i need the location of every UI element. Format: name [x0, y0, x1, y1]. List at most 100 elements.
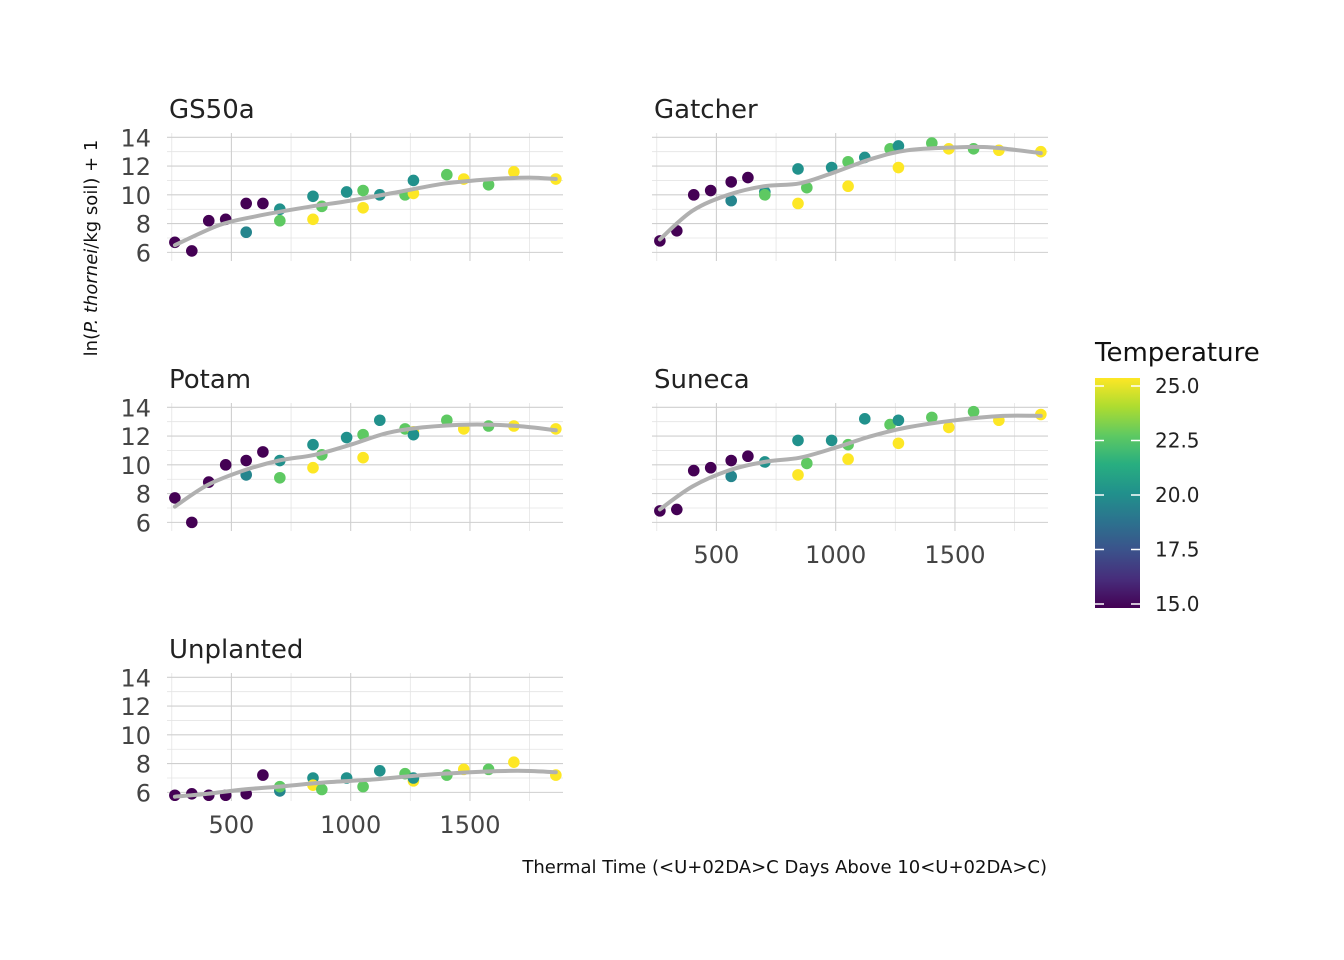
y-axis-title-suffix: /kg soil) + 1	[81, 140, 102, 249]
data-point	[892, 414, 905, 427]
trend-line	[657, 413, 1043, 512]
panel-title: GS50a	[169, 95, 255, 125]
data-point	[687, 464, 700, 477]
data-point	[407, 174, 420, 187]
data-point	[357, 184, 369, 197]
legend-ticks: 15.0 17.5 20.0 22.5 25.0	[1095, 374, 1200, 616]
data-point	[482, 178, 495, 191]
legend-tick-label: 25.0	[1155, 374, 1200, 398]
y-tick-label: 12	[120, 423, 151, 451]
data-point	[508, 756, 520, 768]
data-point	[219, 459, 232, 471]
panel-gatcher: Gatcher	[652, 95, 1048, 261]
data-point	[202, 214, 215, 227]
data-point	[307, 438, 319, 451]
legend-title: Temperature	[1094, 338, 1260, 368]
data-point	[357, 451, 369, 464]
data-point	[704, 184, 717, 197]
data-point	[186, 516, 198, 529]
y-tick-label: 14	[120, 394, 151, 422]
data-point	[169, 492, 181, 504]
data-point	[725, 194, 737, 207]
x-axis-title: Thermal Time (<U+02DA>C Days Above 10<U+…	[521, 857, 1047, 878]
data-point	[441, 168, 453, 181]
data-point	[725, 176, 737, 188]
x-tick-label: 1000	[320, 811, 381, 839]
y-axis-title-prefix: ln(	[81, 333, 102, 356]
x-tick-label: 1500	[439, 811, 500, 839]
x-tick-label: 500	[209, 811, 255, 839]
panel-title: Suneca	[654, 365, 750, 395]
data-point	[759, 189, 771, 201]
data-point	[307, 461, 319, 474]
data-point	[942, 421, 955, 434]
y-tick-label: 12	[120, 693, 151, 721]
y-tick-label: 10	[120, 722, 151, 750]
data-point	[373, 414, 386, 427]
trend-line	[657, 144, 1043, 242]
panel-suneca: Suneca 500 1000 1500	[652, 365, 1048, 569]
y-tick-label: 12	[120, 153, 151, 181]
legend-tick-label: 17.5	[1155, 538, 1200, 562]
data-point	[357, 780, 369, 793]
data-point	[892, 437, 905, 450]
data-point	[274, 214, 286, 227]
data-point	[858, 413, 871, 425]
panel-title: Potam	[169, 365, 251, 395]
y-tick-label: 8	[136, 211, 151, 239]
legend-tick-label: 15.0	[1155, 592, 1200, 616]
data-point	[257, 769, 269, 781]
data-point	[257, 197, 269, 210]
data-point	[725, 470, 737, 483]
data-point	[240, 226, 252, 239]
data-point	[307, 190, 319, 203]
data-point	[307, 213, 319, 226]
data-point	[257, 446, 269, 458]
panel-title: Unplanted	[169, 635, 303, 665]
y-tick-label: 6	[136, 509, 151, 537]
data-point	[373, 764, 386, 777]
data-point	[742, 171, 754, 184]
x-tick-label: 1500	[924, 541, 985, 569]
panels-layer: GS50a68101214GatcherPotam68101214Suneca5…	[120, 95, 1048, 839]
data-point	[792, 469, 804, 481]
y-tick-label: 8	[136, 481, 151, 509]
y-tick-label: 10	[120, 452, 151, 480]
data-point	[316, 783, 328, 796]
data-point	[687, 189, 700, 201]
data-point	[801, 181, 813, 194]
data-point	[407, 428, 420, 441]
data-point	[825, 434, 838, 447]
data-point	[842, 453, 854, 465]
y-axis-title: ln(P. thornei/kg soil) + 1	[81, 140, 102, 357]
data-point	[704, 461, 717, 474]
data-point	[926, 137, 938, 149]
data-point	[742, 450, 754, 463]
panel-title: Gatcher	[654, 95, 758, 125]
trend-line	[172, 175, 558, 248]
data-point	[725, 454, 737, 467]
data-point	[240, 454, 252, 467]
data-point	[842, 180, 854, 193]
legend-colorbar	[1095, 378, 1140, 608]
data-point	[340, 186, 353, 198]
trend-line	[172, 422, 558, 509]
temperature-legend: Temperature 15.0 17.5 20.0 22.5 25.0	[1094, 338, 1260, 616]
data-point	[892, 140, 905, 152]
y-tick-label: 14	[120, 124, 151, 152]
x-tick-label: 1000	[805, 541, 866, 569]
y-axis-title-italic: P. thornei	[81, 249, 102, 333]
y-tick-label: 8	[136, 751, 151, 779]
data-point	[801, 457, 813, 470]
data-point	[441, 414, 453, 427]
data-point	[792, 163, 804, 175]
data-point	[186, 245, 198, 257]
legend-tick-label: 20.0	[1155, 483, 1200, 507]
x-tick-label: 500	[694, 541, 740, 569]
data-point	[792, 197, 804, 210]
data-point	[508, 166, 520, 178]
data-point	[357, 201, 369, 214]
